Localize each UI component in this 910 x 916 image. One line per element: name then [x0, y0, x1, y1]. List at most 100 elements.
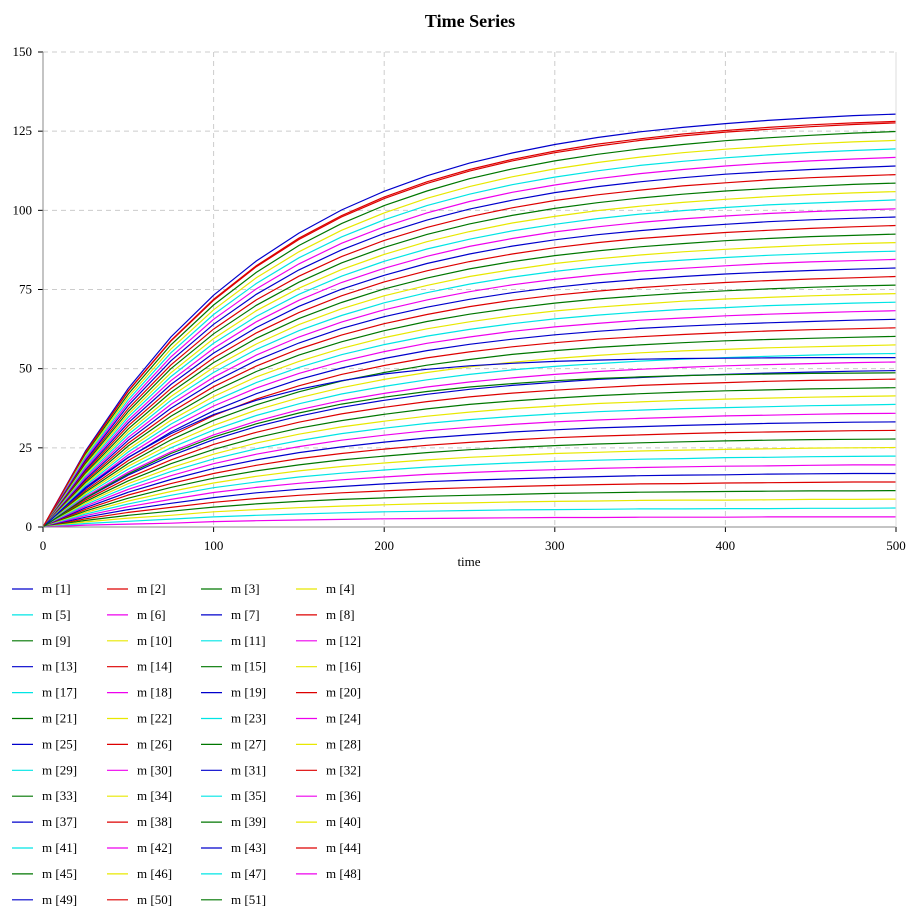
legend-label: m [43] — [231, 840, 266, 855]
x-tick-label: 100 — [204, 538, 224, 553]
legend-label: m [11] — [231, 633, 266, 648]
tick-labels: 0 100 200 300 400 500 0 25 50 75 100 125 150 — [13, 44, 906, 553]
legend-label: m [36] — [326, 788, 361, 803]
legend-label: m [38] — [137, 814, 172, 829]
series-line — [42, 516, 896, 528]
series-line — [42, 357, 896, 528]
legend-entry: m [30] — [107, 762, 172, 777]
series-lines — [42, 113, 897, 528]
legend-entry: m [20] — [296, 685, 361, 700]
legend-entry: m [48] — [296, 866, 361, 881]
series-line — [42, 233, 897, 528]
legend-label: m [31] — [231, 762, 266, 777]
legend-label: m [17] — [42, 685, 77, 700]
series-line — [42, 139, 897, 528]
legend-entry: m [38] — [107, 814, 172, 829]
legend-label: m [9] — [42, 633, 71, 648]
legend-label: m [10] — [137, 633, 172, 648]
series-line — [42, 113, 897, 528]
legend-entry: m [25] — [12, 736, 77, 751]
legend-label: m [7] — [231, 607, 260, 622]
y-tick-label: 150 — [13, 44, 33, 59]
legend-label: m [23] — [231, 711, 266, 726]
series-line — [42, 372, 897, 528]
x-tick-label: 400 — [716, 538, 736, 553]
legend-label: m [6] — [137, 607, 166, 622]
series-line — [42, 216, 897, 528]
series-line — [42, 403, 897, 528]
legend-entry: m [4] — [296, 581, 355, 596]
legend-entry: m [17] — [12, 685, 77, 700]
y-tick-label: 100 — [13, 202, 33, 217]
legend-entry: m [18] — [107, 685, 172, 700]
y-tick-label: 125 — [13, 123, 33, 138]
legend-entry: m [35] — [201, 788, 266, 803]
legend-entry: m [34] — [107, 788, 172, 803]
series-line — [42, 327, 897, 528]
legend-entry: m [11] — [201, 633, 266, 648]
series-line — [42, 455, 897, 528]
series-line — [42, 293, 897, 528]
legend-entry: m [3] — [201, 581, 260, 596]
series-line — [42, 464, 896, 528]
legend-label: m [29] — [42, 762, 77, 777]
legend-entry: m [46] — [107, 866, 172, 881]
legend-entry: m [14] — [107, 659, 172, 674]
legend-entry: m [9] — [12, 633, 71, 648]
legend-entry: m [23] — [201, 711, 266, 726]
legend-entry: m [1] — [12, 581, 71, 596]
series-line — [42, 498, 897, 528]
y-tick-label: 0 — [26, 519, 33, 534]
series-line — [42, 258, 897, 528]
legend-label: m [22] — [137, 711, 172, 726]
legend-label: m [19] — [231, 685, 266, 700]
legend-label: m [12] — [326, 633, 361, 648]
x-tick-label: 0 — [40, 538, 47, 553]
legend-entry: m [27] — [201, 736, 266, 751]
legend-entry: m [33] — [12, 788, 77, 803]
legend-label: m [47] — [231, 866, 266, 881]
legend-entry: m [51] — [201, 892, 266, 907]
y-tick-label: 50 — [19, 361, 32, 376]
series-line — [42, 370, 897, 528]
legend-label: m [14] — [137, 659, 172, 674]
legend-entry: m [37] — [12, 814, 77, 829]
legend-label: m [37] — [42, 814, 77, 829]
series-line — [42, 208, 897, 528]
legend-label: m [51] — [231, 892, 266, 907]
legend-entry: m [45] — [12, 866, 77, 881]
legend-label: m [40] — [326, 814, 361, 829]
series-line — [42, 275, 897, 528]
legend-label: m [2] — [137, 581, 166, 596]
series-line — [42, 120, 897, 528]
legend-entry: m [29] — [12, 762, 77, 777]
legend-label: m [50] — [137, 892, 172, 907]
legend-entry: m [2] — [107, 581, 166, 596]
x-tick-label: 200 — [374, 538, 394, 553]
series-line — [42, 490, 897, 528]
series-line — [42, 429, 897, 528]
legend-entry: m [50] — [107, 892, 172, 907]
legend-label: m [44] — [326, 840, 361, 855]
series-line — [42, 352, 897, 528]
series-line — [42, 182, 897, 528]
series-line — [42, 318, 897, 528]
legend-entry: m [24] — [296, 711, 361, 726]
series-line — [42, 412, 897, 528]
legend-label: m [27] — [231, 736, 266, 751]
legend-entry: m [36] — [296, 788, 361, 803]
legend-entry: m [49] — [12, 892, 77, 907]
series-line — [42, 267, 897, 528]
legend-entry: m [15] — [201, 659, 266, 674]
legend-entry: m [39] — [201, 814, 266, 829]
legend-entry: m [28] — [296, 736, 361, 751]
legend-label: m [45] — [42, 866, 77, 881]
legend-entry: m [21] — [12, 711, 77, 726]
legend-label: m [42] — [137, 840, 172, 855]
y-tick-label: 75 — [19, 282, 32, 297]
legend-label: m [39] — [231, 814, 266, 829]
x-axis-label: time — [457, 554, 480, 569]
legend-label: m [5] — [42, 607, 71, 622]
legend-label: m [41] — [42, 840, 77, 855]
